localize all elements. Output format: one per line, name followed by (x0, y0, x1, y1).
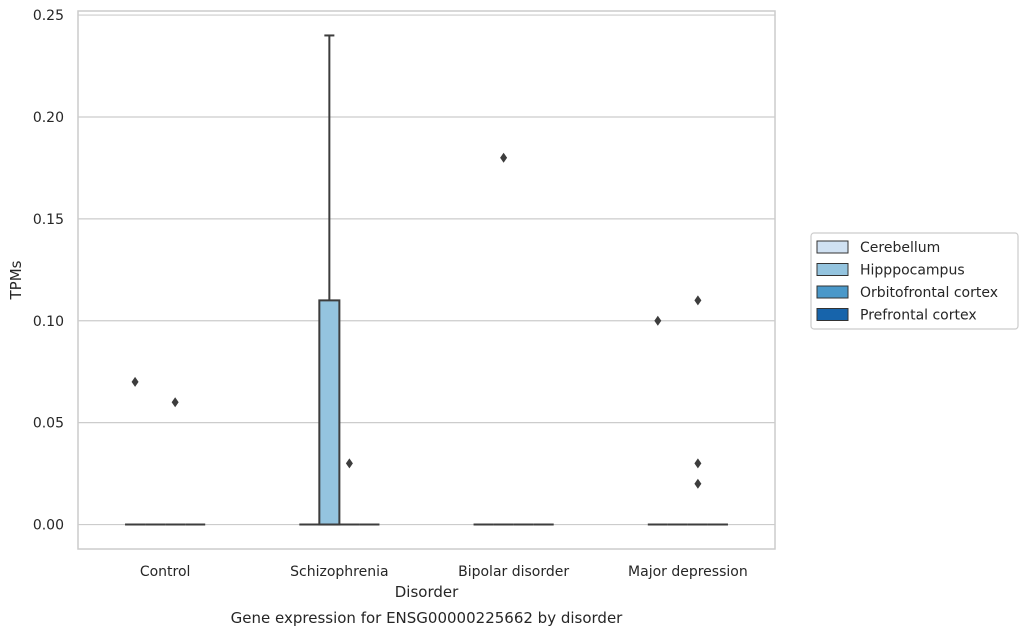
legend-label: Prefrontal cortex (860, 308, 977, 324)
box-group (318, 34, 341, 526)
box-group (493, 152, 514, 526)
legend-label: Cerebellum (860, 240, 940, 256)
chart-caption: Gene expression for ENSG00000225662 by d… (231, 609, 624, 627)
x-axis-label: Disorder (395, 583, 459, 601)
gridlines (78, 14, 775, 526)
outlier-point (171, 397, 179, 408)
x-tick-label: Major depression (628, 564, 748, 580)
outlier-point (694, 478, 702, 489)
legend: Cerebellum Hipppocampus Orbitofrontal cort… (810, 232, 1019, 330)
x-tick-label: Schizophrenia (290, 564, 388, 580)
outlier-point (694, 295, 702, 306)
y-tick-label: 0.10 (33, 314, 64, 330)
y-axis-label: TPMs (7, 260, 25, 300)
legend-label: Orbitofrontal cortex (860, 285, 998, 301)
y-tick-label: 0.25 (33, 8, 64, 24)
y-tick-label: 0.15 (33, 212, 64, 228)
box-group (125, 376, 146, 526)
boxes (125, 34, 728, 526)
x-tick-label: Control (140, 564, 191, 580)
outlier-point (500, 152, 508, 163)
box-group (339, 458, 360, 526)
box-group (165, 397, 186, 526)
legend-swatch (816, 240, 849, 254)
legend-swatch (816, 263, 849, 276)
y-tick-label: 0.20 (33, 110, 64, 126)
tick-labels: 0.00 0.05 0.10 0.15 0.20 0.25 Control Schizophr… (33, 8, 748, 580)
legend-frame (810, 232, 1019, 330)
outlier-point (131, 376, 139, 387)
box-group (687, 295, 708, 526)
box (318, 299, 341, 526)
legend-label: Hipppocampus (860, 263, 965, 279)
outlier-point (694, 458, 702, 469)
outlier-point (654, 315, 662, 326)
plot-area-frame (77, 10, 776, 550)
legend-swatch (816, 308, 849, 321)
outlier-point (345, 458, 353, 469)
legend-swatch (816, 285, 849, 299)
box-group (647, 315, 668, 526)
y-tick-label: 0.05 (33, 416, 64, 432)
x-tick-label: Bipolar disorder (458, 564, 569, 580)
y-tick-label: 0.00 (33, 518, 64, 534)
